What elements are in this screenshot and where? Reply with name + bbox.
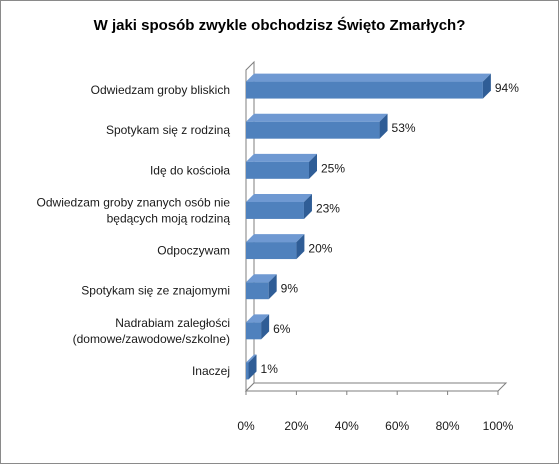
data-label: 9% xyxy=(281,282,299,296)
bar-side xyxy=(268,274,277,300)
bar-side xyxy=(482,73,491,99)
bar xyxy=(246,201,304,219)
back-wall xyxy=(245,60,255,393)
data-label: 25% xyxy=(321,161,345,175)
category-label: Odwiedzam groby znanych osób nie będących… xyxy=(37,195,231,225)
bar-side xyxy=(309,153,317,179)
x-tick-label: 60% xyxy=(385,419,409,433)
category-label: Odpoczywam xyxy=(157,244,230,258)
bar-top xyxy=(246,314,270,323)
bar-side xyxy=(261,314,270,340)
data-label: 6% xyxy=(273,322,291,336)
data-label: 53% xyxy=(392,121,416,135)
bar-top xyxy=(246,354,257,363)
category-label: Odwiedzam groby bliskich xyxy=(91,83,230,97)
bar-side xyxy=(379,113,388,139)
category-label: Inaczej xyxy=(192,364,230,378)
bar-side xyxy=(303,193,312,219)
bar-top xyxy=(246,234,305,243)
data-label: 1% xyxy=(261,362,279,376)
x-tick-label: 0% xyxy=(237,419,255,433)
x-tick-label: 100% xyxy=(483,419,514,433)
x-tick-label: 40% xyxy=(335,419,359,433)
bar xyxy=(246,81,483,99)
data-label: 94% xyxy=(495,81,519,95)
bar-top xyxy=(246,73,491,82)
bar xyxy=(246,282,269,300)
bar xyxy=(246,121,380,139)
bar-top xyxy=(246,153,317,162)
bar-top xyxy=(246,274,277,283)
data-label: 20% xyxy=(308,242,332,256)
chart-title: W jaki sposób zwykle obchodzisz Święto Z… xyxy=(93,17,466,34)
category-label: Idę do kościoła xyxy=(150,163,230,177)
bar-side xyxy=(296,234,305,260)
bar xyxy=(246,362,249,380)
bar-side xyxy=(248,354,257,380)
x-tick-label: 80% xyxy=(436,419,460,433)
category-label: Spotykam się z rodziną xyxy=(106,123,230,137)
bar xyxy=(246,322,262,340)
bar-top xyxy=(246,113,388,122)
bar-top xyxy=(246,193,312,202)
category-label: Nadrabiam zaległości (domowe/zawodowe/szk… xyxy=(73,316,230,346)
bar xyxy=(246,242,297,260)
chart-floor xyxy=(244,382,508,392)
category-label: Spotykam się ze znajomymi xyxy=(81,284,230,298)
bar xyxy=(246,161,309,179)
data-label: 23% xyxy=(316,201,340,215)
x-tick-label: 20% xyxy=(284,419,308,433)
